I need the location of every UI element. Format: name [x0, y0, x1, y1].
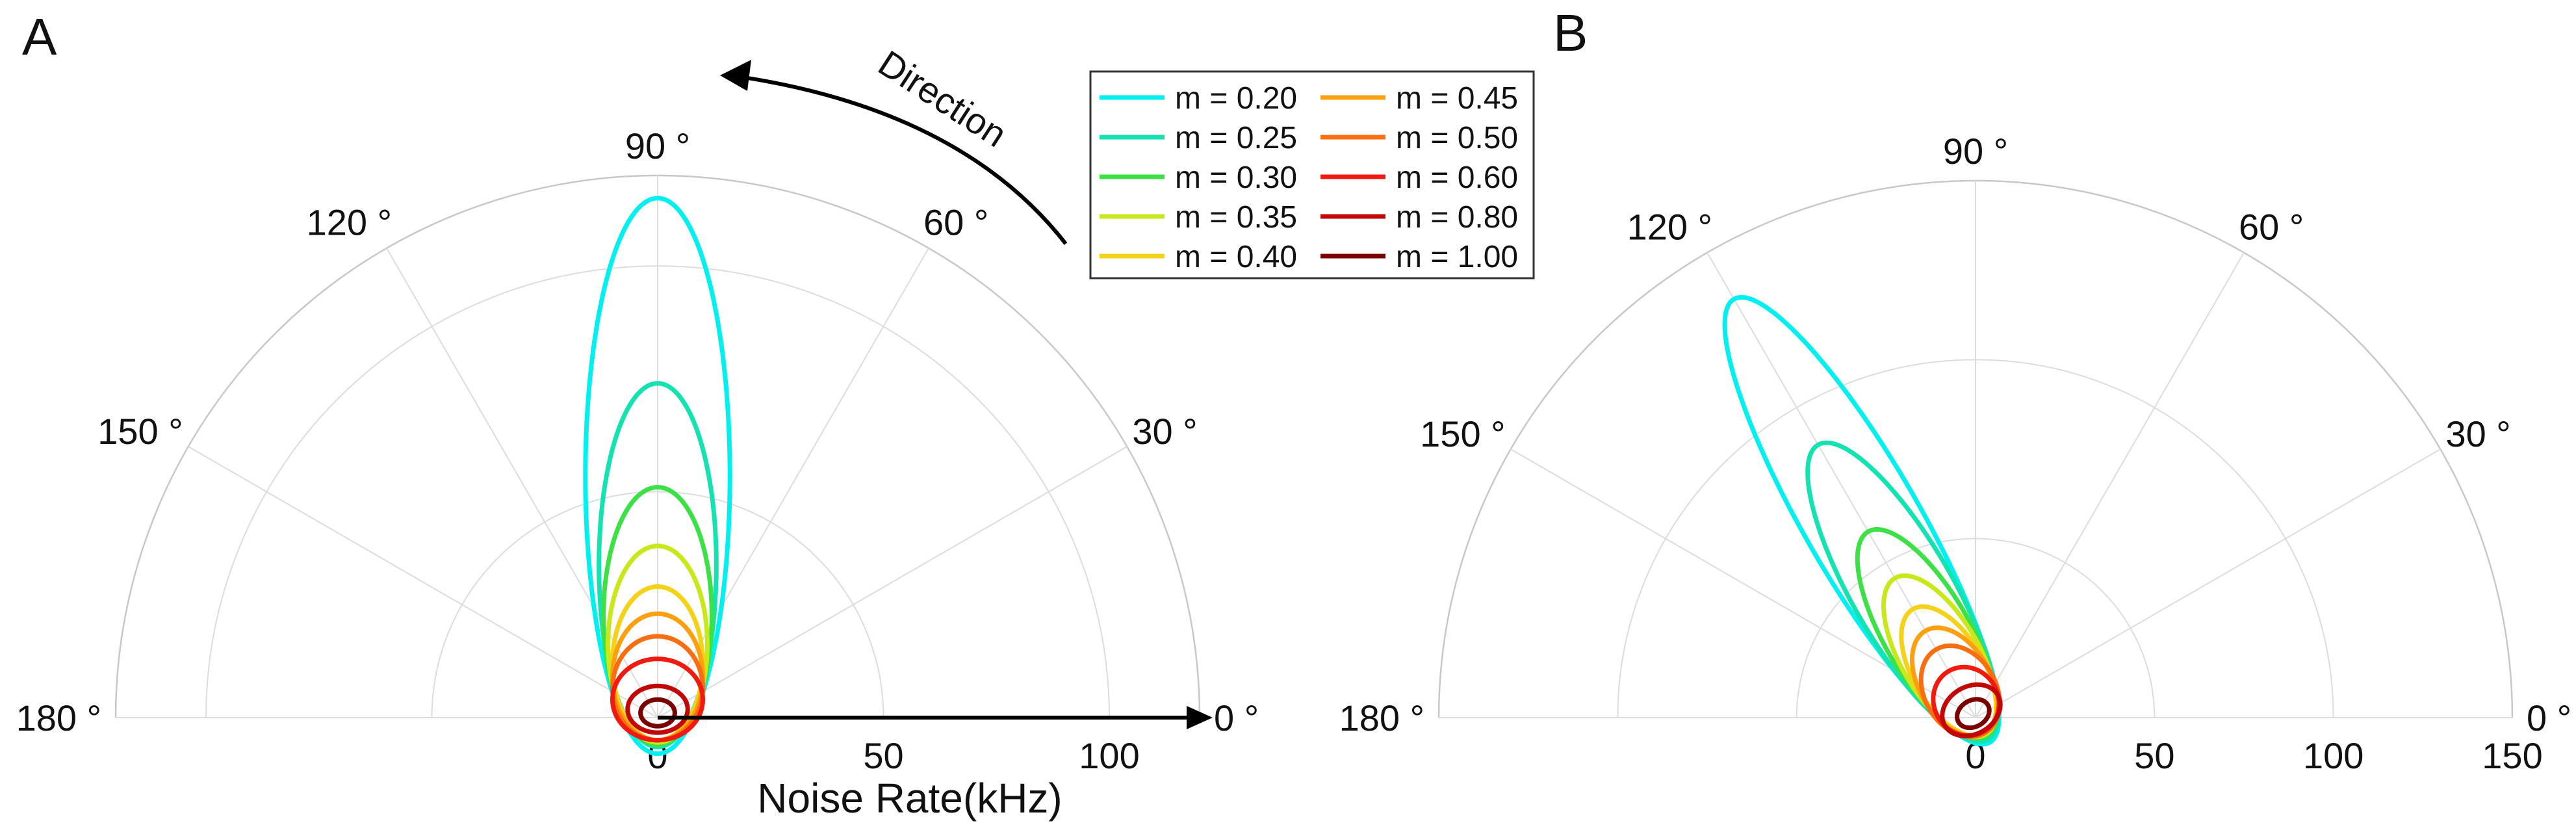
radial-label-50: 50 [863, 735, 903, 776]
angle-label-120: 120 ° [1627, 207, 1712, 248]
angle-label-150: 150 ° [97, 411, 183, 452]
angle-label-60: 60 ° [2239, 207, 2304, 248]
series-b-0-20 [1722, 294, 2002, 747]
panel-b-label: B [1553, 4, 1588, 62]
angle-label-0: 0 ° [1214, 697, 1259, 738]
legend-label-0-50: m = 0.50 [1396, 121, 1518, 155]
grid-spoke-120 [1707, 252, 1976, 718]
legend-label-0-80: m = 0.80 [1396, 200, 1518, 235]
panel-b-series [1722, 294, 2003, 747]
grid-spoke-150 [188, 446, 658, 718]
radial-label-150: 150 [2482, 735, 2542, 776]
angle-label-60: 60 ° [923, 202, 988, 243]
grid-spoke-30 [1975, 448, 2441, 718]
angle-label-180: 180 ° [1339, 697, 1424, 738]
series-b-0-25 [1805, 440, 2001, 744]
radial-label-100: 100 [1079, 735, 1139, 776]
angle-label-90: 90 ° [625, 125, 690, 166]
series-a-0-20 [583, 196, 732, 757]
legend-entries: m = 0.20 m = 0.25 m = 0.30 m = 0.35 m = 0.40… [1100, 81, 1518, 274]
legend: m = 0.20 m = 0.25 m = 0.30 m = 0.35 m = 0.40… [1089, 70, 1535, 280]
panel-b-angle-labels: 0 ° 30 ° 60 ° 90 ° 120 ° 150 ° 180 ° [1339, 131, 2572, 738]
series-a-1-00 [638, 697, 677, 729]
legend-label-0-60: m = 0.60 [1396, 161, 1518, 195]
panel-b: B 0 °30 °60 °90 °120 °150 °180 ° 0 50 100 1… [1339, 4, 2572, 776]
series-a-0-30 [601, 485, 714, 748]
angle-label-30: 30 ° [2445, 413, 2510, 454]
legend-label-0-20: m = 0.20 [1175, 81, 1297, 116]
panel-a-label: A [22, 8, 57, 66]
panel-a-series [583, 196, 732, 757]
grid-spoke-60 [1975, 252, 2245, 718]
angle-label-150: 150 ° [1420, 413, 1505, 454]
radial-label-100: 100 [2303, 735, 2363, 776]
angle-label-0: 0 ° [2527, 697, 2571, 738]
panel-a-radial-labels: 0 50 100 [647, 735, 1139, 776]
legend-label-0-40: m = 0.40 [1175, 240, 1297, 274]
legend-label-0-30: m = 0.30 [1175, 161, 1297, 195]
panel-b-radial-labels: 0 50 100 150 [1965, 735, 2542, 776]
grid-spoke-30 [657, 446, 1127, 718]
direction-arrow-head [720, 60, 751, 91]
angle-label-180: 180 ° [16, 697, 101, 738]
legend-label-0-25: m = 0.25 [1175, 121, 1297, 155]
legend-label-0-35: m = 0.35 [1175, 200, 1297, 235]
series-a-0-80 [625, 683, 690, 735]
panel-a-x-axis-label: Noise Rate(kHz) [757, 775, 1062, 822]
direction-arc-arrow [739, 75, 1068, 245]
series-b-0-80 [1940, 682, 2003, 738]
panel-a-angle-labels: 0 ° 30 ° 60 ° 90 ° 120 ° 150 ° 180 ° [16, 125, 1259, 738]
angle-label-30: 30 ° [1132, 411, 1197, 452]
series-b-1-00 [1955, 697, 1992, 731]
radial-label-50: 50 [2134, 735, 2174, 776]
zero-direction-arrow-head [1187, 706, 1213, 729]
series-a-0-60 [610, 656, 705, 743]
legend-label-1-00: m = 1.00 [1396, 240, 1518, 274]
angle-label-90: 90 ° [1943, 131, 2008, 172]
legend-label-0-45: m = 0.45 [1396, 81, 1518, 116]
angle-label-120: 120 ° [307, 202, 392, 243]
